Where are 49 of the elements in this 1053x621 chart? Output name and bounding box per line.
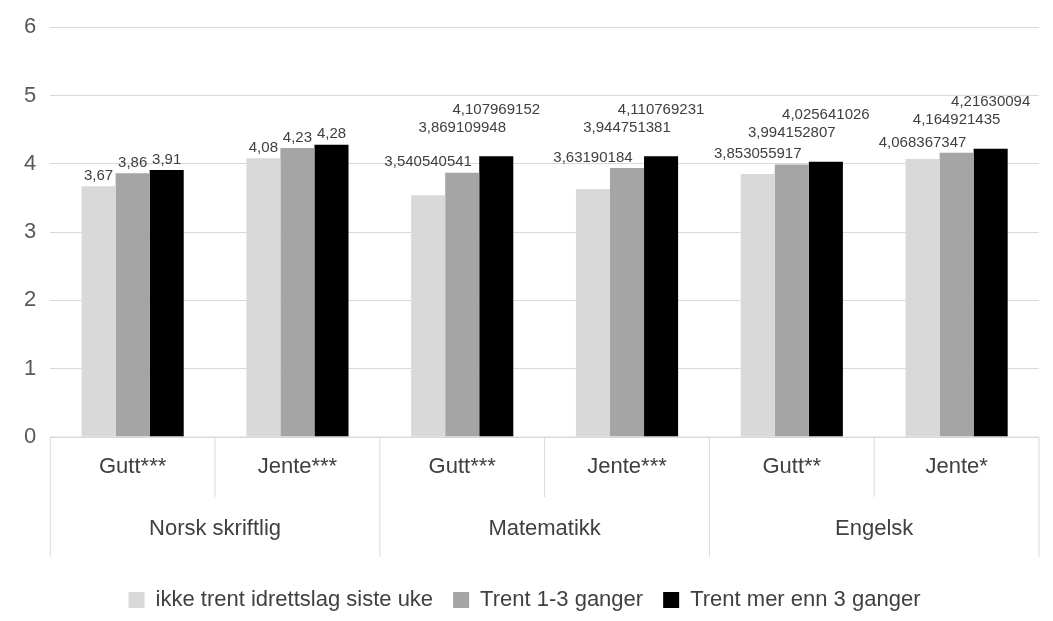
bar (808, 161, 843, 437)
y-tick-label: 6 (23, 13, 37, 39)
bar (644, 156, 679, 437)
x-tick-label: Jente* (925, 453, 989, 479)
bar (280, 148, 315, 437)
legend-label: Trent 1-3 ganger (480, 586, 644, 612)
data-label: 3,869109948 (418, 117, 507, 135)
data-label: 3,540540541 (384, 152, 472, 170)
data-label: 4,08 (248, 137, 278, 155)
data-label: 3,91 (152, 149, 182, 167)
bar (149, 169, 184, 437)
x-tick-label: Jente*** (587, 453, 668, 479)
data-label: 4,21630094 (951, 92, 1031, 110)
data-label: 4,28 (316, 124, 347, 142)
x-tick-label: Jente*** (257, 453, 338, 479)
bar (939, 152, 974, 437)
y-tick-label: 0 (23, 423, 37, 449)
x-tick-label: Gutt** (762, 453, 822, 479)
text: Norsk skriftlig (149, 515, 282, 541)
y-tick-label: 2 (23, 286, 37, 312)
data-label: 3,67 (83, 165, 114, 183)
bar (115, 173, 150, 437)
y-tick-label: 3 (23, 218, 37, 244)
text: Matematikk (488, 515, 602, 541)
bar (445, 172, 480, 437)
data-label: 4,025641026 (782, 105, 870, 123)
legend-label: ikke trent idrettslag siste uke (155, 586, 434, 612)
data-label: 3,86 (118, 153, 148, 170)
bar (479, 156, 514, 437)
data-label: 3,63190184 (553, 147, 633, 165)
bar (774, 164, 809, 437)
data-label: 4,107969152 (452, 99, 541, 117)
bar (314, 144, 349, 437)
y-tick-label: 1 (23, 354, 37, 380)
x-tick-label: Gutt*** (99, 453, 167, 479)
data-label: 4,110769231 (617, 99, 705, 117)
legend-label: Trent mer enn 3 ganger (690, 586, 921, 612)
bar (973, 148, 1008, 437)
x-tick-label: Gutt*** (428, 453, 497, 479)
data-label: 3,944751381 (583, 117, 671, 135)
data-label: 4,068367347 (878, 132, 967, 150)
bar (609, 167, 645, 437)
text: Engelsk (835, 515, 915, 541)
data-label: 3,853055917 (713, 144, 802, 162)
data-label: 4,23 (282, 127, 313, 145)
data-label: 3,994152807 (748, 123, 836, 141)
data-label: 4,164921435 (912, 110, 1001, 128)
y-tick-label: 4 (23, 149, 37, 175)
y-tick-label: 5 (23, 81, 37, 107)
